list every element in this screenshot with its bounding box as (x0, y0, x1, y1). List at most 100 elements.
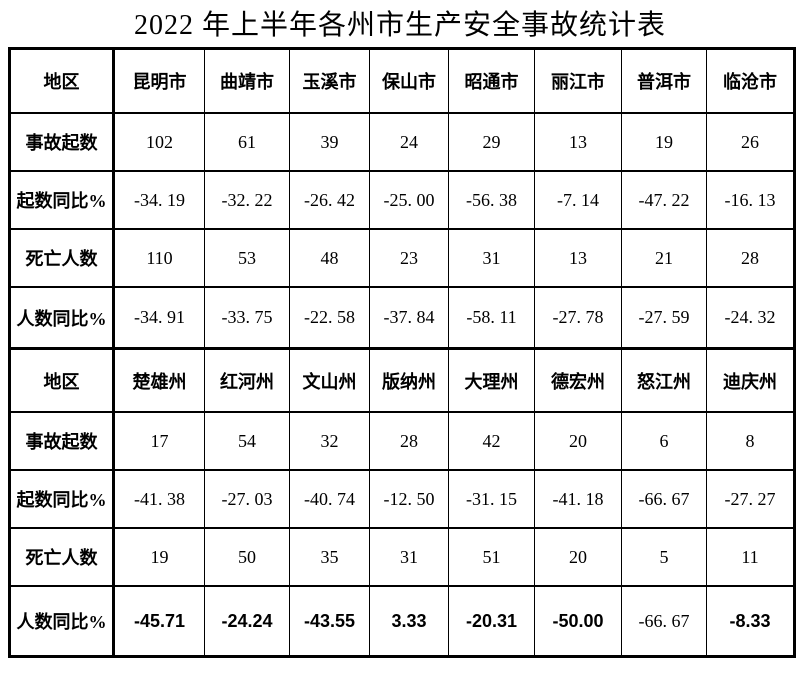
row-label: 地区 (9, 347, 115, 413)
table-row: 地区 楚雄州 红河州 文山州 版纳州 大理州 德宏州 怒江州 迪庆州 (9, 347, 795, 413)
data-cell: 31 (448, 228, 535, 288)
data-cell: -25. 00 (369, 170, 449, 230)
region-header-cell: 保山市 (369, 47, 449, 114)
data-cell: -20.31 (448, 585, 535, 658)
table-row: 起数同比% -41. 38 -27. 03 -40. 74 -12. 50 -3… (9, 469, 795, 529)
region-header-cell: 普洱市 (621, 47, 707, 114)
row-label: 人数同比% (9, 286, 115, 350)
data-cell: -41. 18 (534, 469, 622, 529)
region-header-cell: 迪庆州 (706, 347, 795, 413)
table-row: 死亡人数 19 50 35 31 51 20 5 11 (9, 527, 795, 587)
data-cell: 17 (113, 411, 205, 471)
data-cell: 53 (204, 228, 290, 288)
data-cell: -34. 91 (113, 286, 205, 350)
data-cell: 29 (448, 112, 535, 172)
data-cell: 50 (204, 527, 290, 587)
data-cell: 102 (113, 112, 205, 172)
row-label: 事故起数 (9, 112, 115, 172)
data-cell: -43.55 (289, 585, 370, 658)
table-row: 起数同比% -34. 19 -32. 22 -26. 42 -25. 00 -5… (9, 170, 795, 230)
table-row: 死亡人数 110 53 48 23 31 13 21 28 (9, 228, 795, 288)
data-cell: -8.33 (706, 585, 795, 658)
data-cell: -24. 32 (706, 286, 795, 350)
row-label: 事故起数 (9, 411, 115, 471)
page-title: 2022 年上半年各州市生产安全事故统计表 (133, 10, 666, 41)
region-header-cell: 版纳州 (369, 347, 449, 413)
data-cell: -12. 50 (369, 469, 449, 529)
region-header-cell: 昭通市 (448, 47, 535, 114)
row-label: 死亡人数 (9, 527, 115, 587)
data-cell: 23 (369, 228, 449, 288)
row-label: 地区 (9, 47, 115, 114)
table-row: 地区 昆明市 曲靖市 玉溪市 保山市 昭通市 丽江市 普洱市 临沧市 (9, 47, 795, 114)
row-label: 起数同比% (9, 469, 115, 529)
data-cell: 31 (369, 527, 449, 587)
data-cell: -22. 58 (289, 286, 370, 350)
data-cell: 28 (706, 228, 795, 288)
data-cell: 11 (706, 527, 795, 587)
data-cell: -27. 78 (534, 286, 622, 350)
data-cell: 28 (369, 411, 449, 471)
data-cell: 48 (289, 228, 370, 288)
data-cell: -50.00 (534, 585, 622, 658)
table-row: 事故起数 102 61 39 24 29 13 19 26 (9, 112, 795, 172)
data-cell: 61 (204, 112, 290, 172)
region-header-cell: 怒江州 (621, 347, 707, 413)
row-label: 人数同比% (9, 585, 115, 658)
row-label: 死亡人数 (9, 228, 115, 288)
data-cell: 13 (534, 228, 622, 288)
table-row: 事故起数 17 54 32 28 42 20 6 8 (9, 411, 795, 471)
data-cell: -56. 38 (448, 170, 535, 230)
data-cell: 51 (448, 527, 535, 587)
region-header-cell: 昆明市 (113, 47, 205, 114)
region-header-cell: 玉溪市 (289, 47, 370, 114)
data-cell: -7. 14 (534, 170, 622, 230)
region-header-cell: 临沧市 (706, 47, 795, 114)
data-cell: 110 (113, 228, 205, 288)
data-cell: 6 (621, 411, 707, 471)
data-cell: -31. 15 (448, 469, 535, 529)
data-cell: 3.33 (369, 585, 449, 658)
data-cell: -27. 27 (706, 469, 795, 529)
row-label: 起数同比% (9, 170, 115, 230)
region-header-cell: 大理州 (448, 347, 535, 413)
region-header-cell: 德宏州 (534, 347, 622, 413)
data-cell: -41. 38 (113, 469, 205, 529)
region-header-cell: 曲靖市 (204, 47, 290, 114)
region-header-cell: 楚雄州 (113, 347, 205, 413)
table-row: 人数同比% -45.71 -24.24 -43.55 3.33 -20.31 -… (9, 585, 795, 658)
data-cell: 35 (289, 527, 370, 587)
data-cell: -40. 74 (289, 469, 370, 529)
data-cell: 19 (113, 527, 205, 587)
data-cell: -24.24 (204, 585, 290, 658)
data-cell: -26. 42 (289, 170, 370, 230)
region-header-cell: 丽江市 (534, 47, 622, 114)
region-header-cell: 红河州 (204, 347, 290, 413)
data-cell: -27. 03 (204, 469, 290, 529)
data-cell: -33. 75 (204, 286, 290, 350)
data-cell: -34. 19 (113, 170, 205, 230)
data-cell: -27. 59 (621, 286, 707, 350)
data-cell: -66. 67 (621, 585, 707, 658)
data-cell: 26 (706, 112, 795, 172)
data-cell: -45.71 (113, 585, 205, 658)
data-cell: 54 (204, 411, 290, 471)
data-cell: 32 (289, 411, 370, 471)
data-cell: -58. 11 (448, 286, 535, 350)
data-cell: -32. 22 (204, 170, 290, 230)
data-cell: -66. 67 (621, 469, 707, 529)
data-cell: -37. 84 (369, 286, 449, 350)
data-cell: 20 (534, 411, 622, 471)
data-cell: -47. 22 (621, 170, 707, 230)
data-cell: 13 (534, 112, 622, 172)
data-cell: 24 (369, 112, 449, 172)
data-cell: 21 (621, 228, 707, 288)
table-row: 人数同比% -34. 91 -33. 75 -22. 58 -37. 84 -5… (9, 286, 795, 350)
data-cell: 8 (706, 411, 795, 471)
data-cell: -16. 13 (706, 170, 795, 230)
data-cell: 5 (621, 527, 707, 587)
data-cell: 42 (448, 411, 535, 471)
data-cell: 20 (534, 527, 622, 587)
data-cell: 19 (621, 112, 707, 172)
